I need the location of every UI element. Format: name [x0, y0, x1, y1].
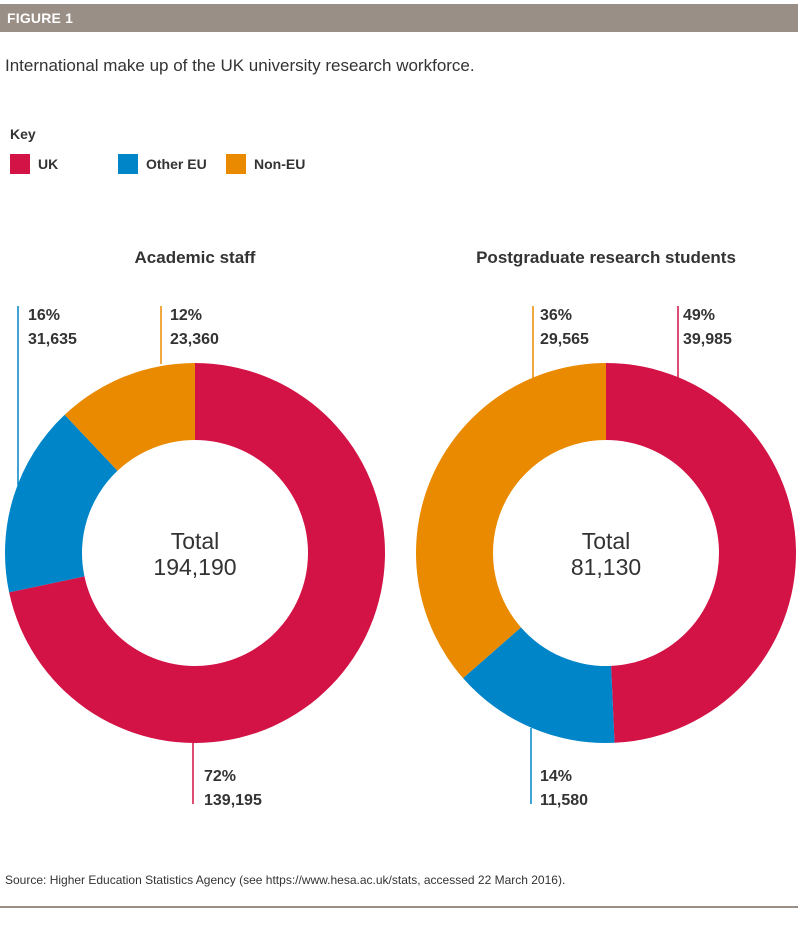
data-label-percent-other-eu: 14%	[540, 768, 572, 785]
legend-title: Key	[10, 126, 36, 142]
legend-swatch-uk	[10, 154, 30, 174]
chart-title-academic-staff: Academic staff	[134, 248, 256, 267]
figure-subtitle: International make up of the UK universi…	[5, 56, 475, 75]
data-label-value-other-eu: 11,580	[540, 792, 588, 809]
donut-slice-non-eu	[64, 363, 196, 471]
donut-slice-other-eu	[463, 627, 615, 743]
legend-swatch-non-eu	[226, 154, 246, 174]
data-label-percent-other-eu: 16%	[28, 307, 60, 324]
figure-label: FIGURE 1	[7, 10, 74, 26]
center-total-label: Total	[171, 528, 220, 554]
data-label-value-non-eu: 23,360	[170, 331, 219, 348]
center-total-value: 81,130	[571, 554, 641, 580]
legend-label-non-eu: Non-EU	[254, 156, 306, 172]
data-label-percent-uk: 49%	[683, 307, 715, 324]
data-label-percent-uk: 72%	[204, 768, 236, 785]
source-note: Source: Higher Education Statistics Agen…	[5, 873, 566, 887]
legend-label-uk: UK	[38, 156, 59, 172]
chart-title-postgraduate-students: Postgraduate research students	[476, 248, 736, 267]
donut-slice-non-eu	[416, 363, 606, 679]
data-label-value-non-eu: 29,565	[540, 331, 589, 348]
data-label-value-uk: 39,985	[683, 331, 732, 348]
donut-slice-uk	[9, 363, 386, 743]
donut-slice-other-eu	[4, 414, 118, 593]
center-total-label: Total	[582, 528, 631, 554]
legend-swatch-other-eu	[118, 154, 138, 174]
data-label-percent-non-eu: 36%	[540, 307, 572, 324]
footer-rule	[0, 906, 798, 908]
donut-slice-uk	[606, 363, 796, 743]
legend-item-other-eu: Other EU	[118, 154, 207, 174]
legend-item-non-eu: Non-EU	[226, 154, 305, 174]
data-label-value-other-eu: 31,635	[28, 331, 77, 348]
center-total-value: 194,190	[153, 554, 236, 580]
data-label-value-uk: 139,195	[204, 792, 262, 809]
figure-header-bar: FIGURE 1	[0, 4, 798, 32]
legend-label-other-eu: Other EU	[146, 156, 207, 172]
legend-item-uk: UK	[10, 154, 58, 174]
data-label-percent-non-eu: 12%	[170, 307, 202, 324]
